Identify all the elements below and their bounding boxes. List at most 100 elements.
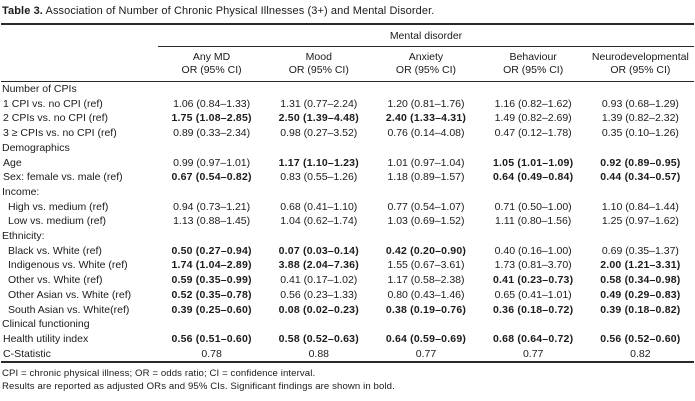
column-subtitle: OR (95% CI) [610,63,671,76]
row-label: Other Asian vs. White (ref) [8,288,132,301]
row-label: Black vs. White (ref) [8,244,102,257]
or-value-cell: 1.16 (0.82–1.62) [494,97,572,110]
spanner-spacer [1,24,158,47]
row-label: C-Statistic [3,347,51,360]
table-row: Black vs. White (ref) 0.50 (0.27–0.94) 0.0… [1,244,694,259]
or-value-cell: 0.59 (0.35–0.99) [171,274,252,287]
section-label: Income: [2,185,40,198]
or-value-cell: 1.73 (0.81–3.70) [494,259,572,272]
or-value-cell: 1.04 (0.62–1.74) [280,215,358,228]
or-value-cell: 1.06 (0.84–1.33) [173,97,251,110]
column-header-anxiety: Anxiety OR (95% CI) [372,46,480,82]
row-label: Health utility index [3,332,89,345]
or-value-cell: 0.64 (0.49–0.84) [493,171,574,184]
column-name: Neurodevelopmental [591,51,689,63]
table-body: Number of CPIs 1 CPI vs. no CPI (ref) 1.06… [1,82,694,363]
or-value-cell: 1.13 (0.88–1.45) [173,215,251,228]
footnote-abbreviations: CPI = chronic physical illness; OR = odd… [2,368,316,380]
or-value-cell: 1.39 (0.82–2.32) [601,112,679,125]
or-value-cell: 0.56 (0.23–1.33) [280,288,358,301]
table-number: Table 3. [2,5,43,17]
table-row: Sex: female vs. male (ref) 0.67 (0.54–0.8… [1,170,694,185]
or-value-cell: 1.25 (0.97–1.62) [601,215,679,228]
or-value-cell: 0.93 (0.68–1.29) [601,97,679,110]
section-row: Clinical functioning [1,317,694,332]
or-value-cell: 0.39 (0.18–0.82) [600,303,681,316]
or-value-cell: 0.76 (0.14–4.08) [387,127,465,140]
or-value-cell: 1.49 (0.82–2.69) [494,112,572,125]
row-label: 1 CPI vs. no CPI (ref) [3,97,103,110]
table-row: C-Statistic 0.78 0.88 0.77 0.77 0.82 [1,347,694,363]
or-value-cell: 1.18 (0.89–1.57) [387,171,465,184]
or-value-cell: 3.88 (2.04–7.36) [278,259,359,272]
or-value-cell: 0.77 (0.54–1.07) [387,200,465,213]
or-value-cell: 1.55 (0.67–3.61) [387,259,465,272]
table-row: Age 0.99 (0.97–1.01) 1.17 (1.10–1.23) 1.01 … [1,156,694,171]
spanner-header: Mental disorder [158,24,694,47]
section-label: Clinical functioning [2,318,90,331]
table-caption-text: Association of Number of Chronic Physica… [45,5,435,17]
or-value-cell: 1.10 (0.84–1.44) [601,200,679,213]
column-header-mood: Mood OR (95% CI) [265,46,373,82]
or-value-cell: 0.88 [308,347,329,360]
row-label: Low vs. medium (ref) [8,215,107,228]
table-row: Health utility index 0.56 (0.51–0.60) 0.58… [1,332,694,347]
or-value-cell: 0.78 [201,347,222,360]
section-label: Demographics [2,141,70,154]
spanner-row: Mental disorder [1,24,694,47]
table-footnotes: CPI = chronic physical illness; OR = odd… [1,363,694,393]
row-label: High vs. medium (ref) [8,200,109,213]
or-value-cell: 0.68 (0.41–1.10) [280,200,358,213]
or-value-cell: 0.64 (0.59–0.69) [385,332,467,345]
table-row: Other Asian vs. White (ref) 0.52 (0.35–0.… [1,288,694,303]
association-table: Mental disorder Any MD OR (95% CI) Mood … [1,23,694,364]
or-value-cell: 0.77 [415,347,437,360]
or-value-cell: 0.42 (0.20–0.90) [385,244,467,257]
section-row: Ethnicity: [1,229,694,244]
section-row: Demographics [1,141,694,156]
or-value-cell: 1.74 (1.04–2.89) [171,259,252,272]
column-header-spacer [1,46,158,82]
section-label: Number of CPIs [2,83,77,95]
or-value-cell: 2.40 (1.33–4.31) [385,112,467,125]
or-value-cell: 1.17 (1.10–1.23) [278,156,359,169]
or-value-cell: 0.49 (0.29–0.83) [600,288,681,301]
or-value-cell: 2.50 (1.39–4.48) [278,112,359,125]
or-value-cell: 0.39 (0.25–0.60) [171,303,252,316]
column-name: Anxiety [408,51,444,63]
or-value-cell: 0.07 (0.03–0.14) [278,244,359,257]
or-value-cell: 0.67 (0.54–0.82) [171,171,252,184]
or-value-cell: 0.47 (0.12–1.78) [494,127,572,140]
or-value-cell: 1.20 (0.81–1.76) [387,97,465,110]
column-name: Any MD [192,51,231,63]
column-header-row: Any MD OR (95% CI) Mood OR (95% CI) Anxi… [1,46,694,82]
section-label: Ethnicity: [2,230,45,243]
or-value-cell: 0.35 (0.10–1.26) [601,127,679,140]
or-value-cell: 0.58 (0.52–0.63) [278,332,359,345]
or-value-cell: 0.40 (0.16–1.00) [494,244,572,257]
row-label: 2 CPIs vs. no CPI (ref) [3,112,109,125]
or-value-cell: 0.56 (0.51–0.60) [171,332,252,345]
table-row: South Asian vs. White(ref) 0.39 (0.25–0.6… [1,303,694,318]
table-row: High vs. medium (ref) 0.94 (0.73–1.21) 0.6… [1,200,694,215]
table-row: 2 CPIs vs. no CPI (ref) 1.75 (1.08–2.85) 2… [1,111,694,126]
column-name: Behaviour [509,51,557,63]
row-label: South Asian vs. White(ref) [8,303,130,316]
section-row: Income: [1,185,694,200]
or-value-cell: 0.68 (0.64–0.72) [493,332,574,345]
column-header-behaviour: Behaviour OR (95% CI) [479,46,587,82]
or-value-cell: 0.69 (0.35–1.37) [601,244,679,257]
row-label: Other vs. White (ref) [8,274,103,287]
or-value-cell: 2.00 (1.21–3.31) [600,259,681,272]
or-value-cell: 1.05 (1.01–1.09) [493,156,574,169]
or-value-cell: 0.41 (0.17–1.02) [280,274,358,287]
column-subtitle: OR (95% CI) [395,63,457,76]
or-value-cell: 1.31 (0.77–2.24) [280,97,358,110]
or-value-cell: 0.44 (0.34–0.57) [600,171,681,184]
column-header-neurodevelopmental: Neurodevelopmental OR (95% CI) [586,46,694,82]
or-value-cell: 0.83 (0.55–1.26) [280,171,358,184]
table-row: 3 ≥ CPIs vs. no CPI (ref) 0.89 (0.33–2.34… [1,126,694,141]
table-row: Indigenous vs. White (ref) 1.74 (1.04–2.8… [1,258,694,273]
column-header-any-md: Any MD OR (95% CI) [158,46,266,82]
